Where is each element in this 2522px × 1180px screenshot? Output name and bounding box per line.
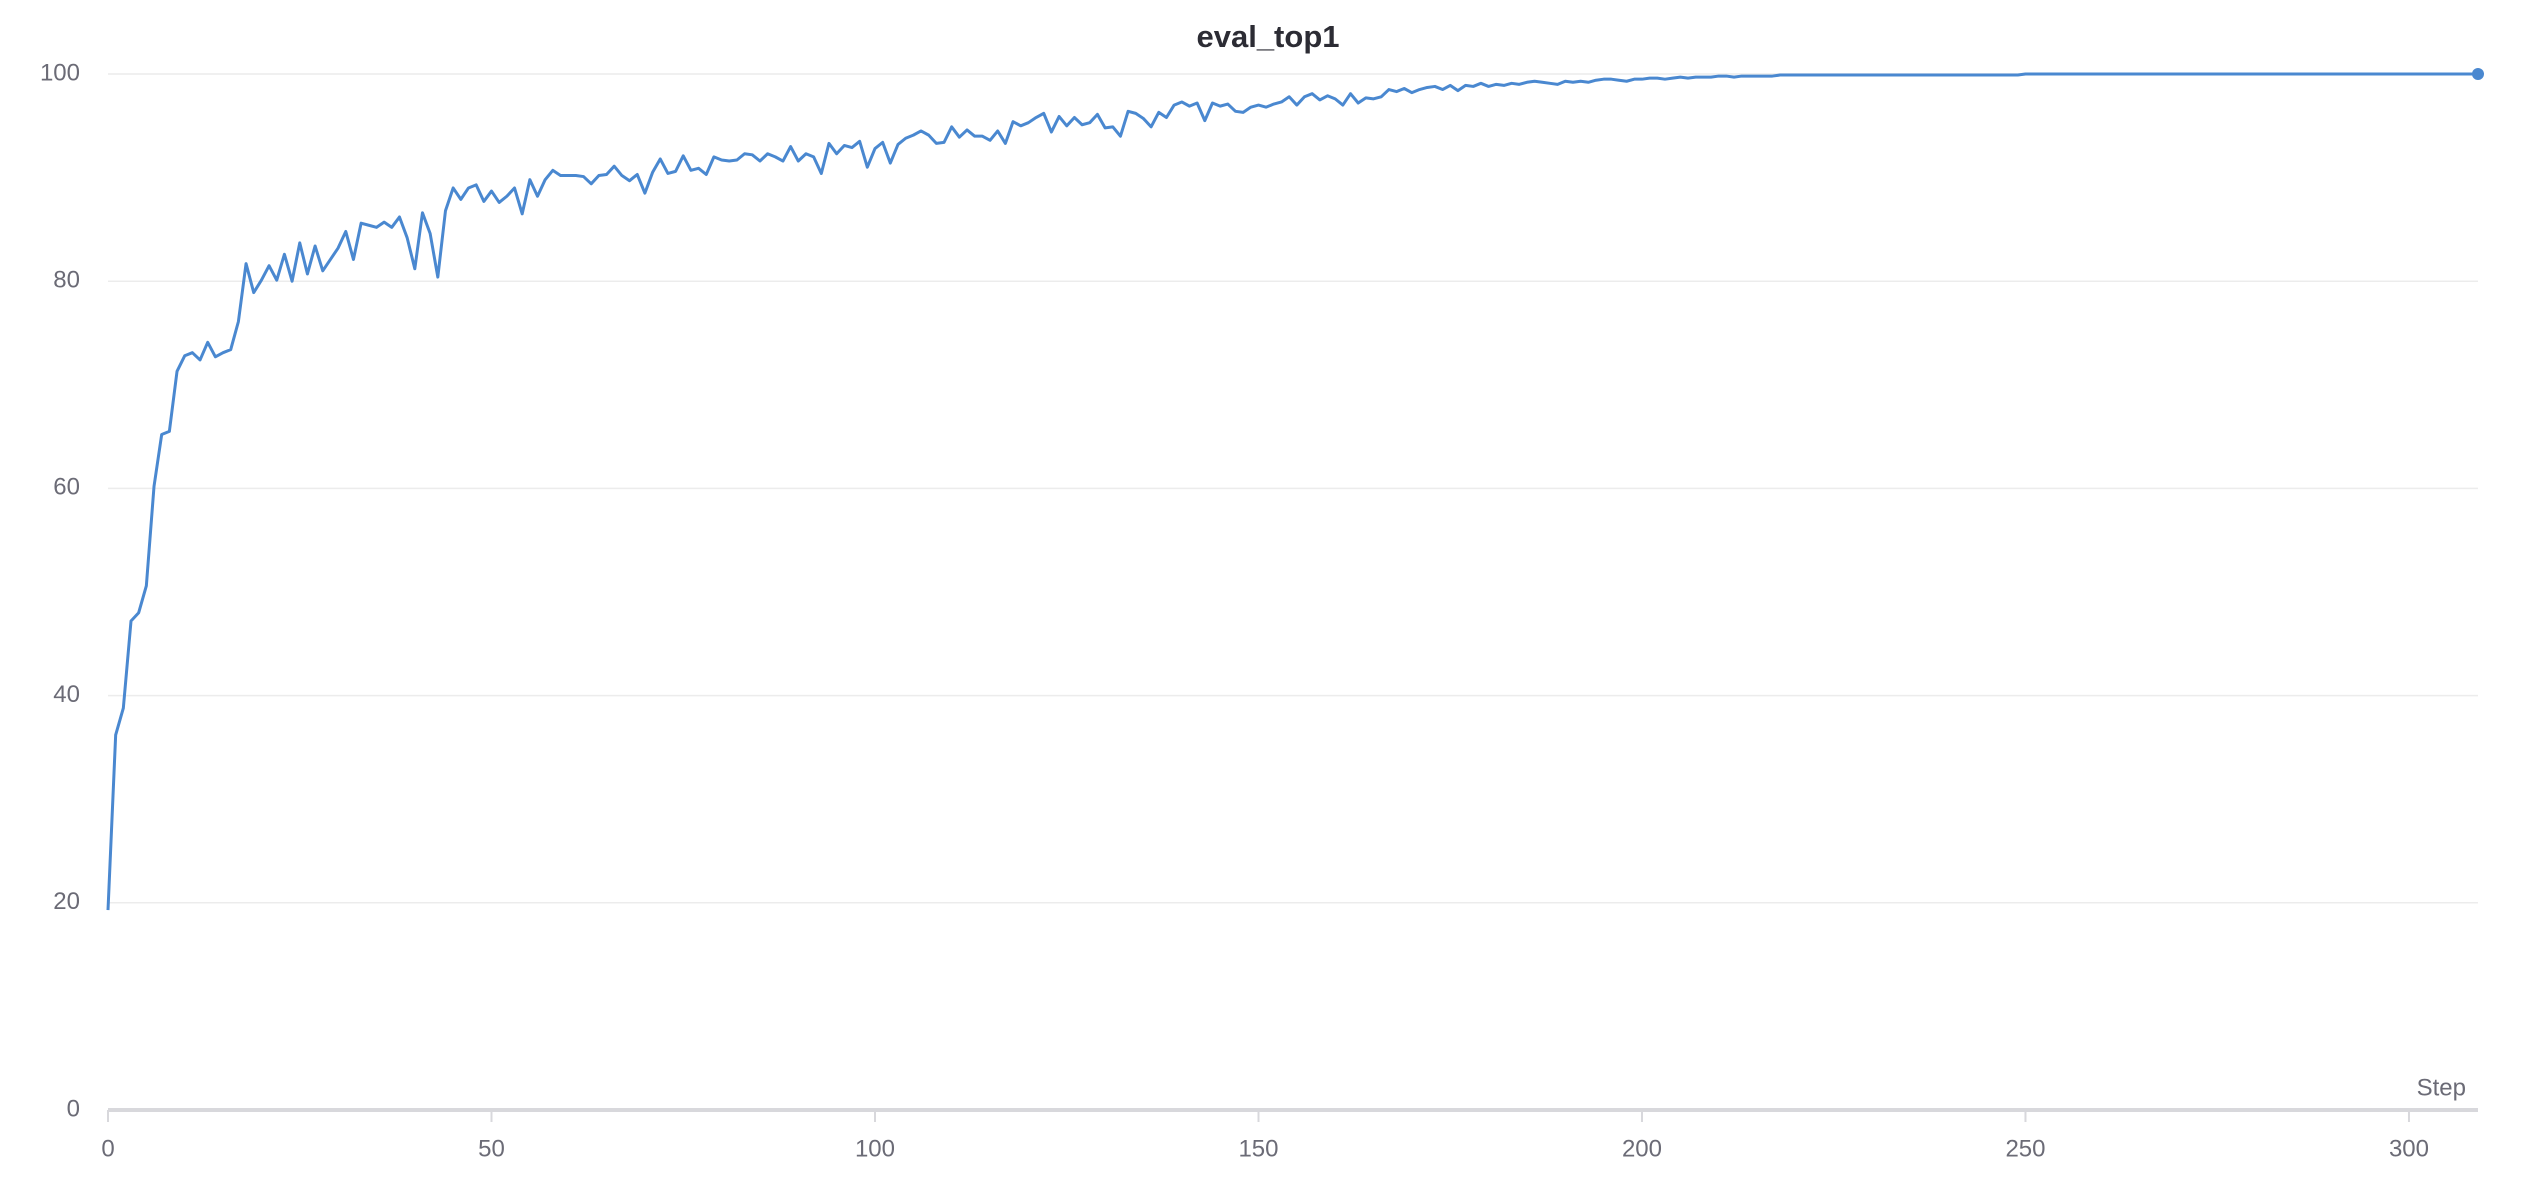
x-axis-label: Step [2417, 1074, 2466, 1101]
x-tick-label: 0 [101, 1135, 114, 1162]
x-tick-label: 100 [855, 1135, 895, 1162]
y-tick-label: 80 [53, 267, 80, 294]
y-tick-label: 0 [67, 1095, 80, 1122]
x-tick-label: 50 [478, 1135, 505, 1162]
chart-title: eval_top1 [1196, 19, 1339, 54]
y-tick-label: 20 [53, 888, 80, 915]
y-tick-label: 40 [53, 681, 80, 708]
x-tick-label: 300 [2389, 1135, 2429, 1162]
end-point [2472, 68, 2484, 80]
y-tick-label: 60 [53, 474, 80, 501]
x-tick-label: 150 [1238, 1135, 1278, 1162]
line-series [106, 72, 2478, 911]
x-tick-label: 250 [2005, 1135, 2045, 1162]
x-tick-label: 200 [1622, 1135, 1662, 1162]
y-tick-label: 100 [40, 59, 80, 86]
